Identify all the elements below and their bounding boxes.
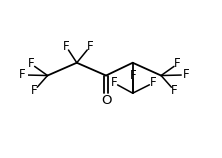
Text: F: F [174,58,181,70]
Text: O: O [101,94,111,107]
Text: F: F [86,40,93,53]
Text: F: F [150,76,157,89]
Text: F: F [183,68,189,81]
Text: F: F [111,76,117,89]
Text: F: F [63,40,70,53]
Text: F: F [28,58,34,70]
Text: F: F [129,69,136,82]
Text: F: F [171,84,177,97]
Text: F: F [31,84,38,97]
Text: F: F [19,68,26,81]
